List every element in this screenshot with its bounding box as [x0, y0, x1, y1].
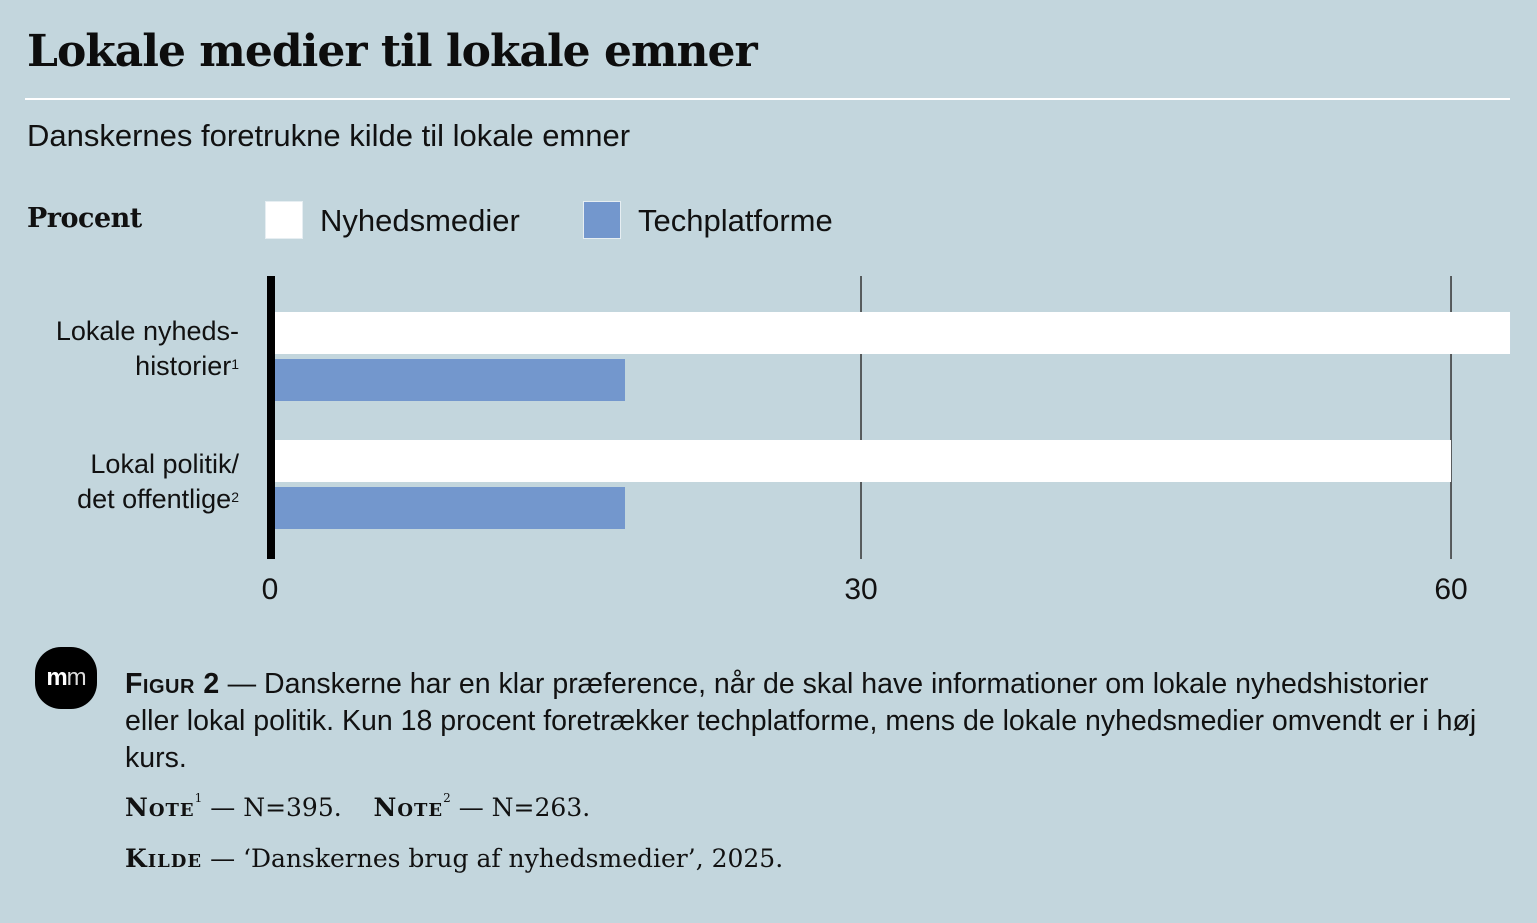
x-tick-label: 30	[844, 573, 877, 606]
source-label: Kilde	[125, 844, 203, 873]
title-divider	[25, 98, 1510, 100]
chart-subtitle: Danskernes foretrukne kilde til lokale e…	[27, 118, 631, 153]
notes-line: Note1 — N=395. Note2 — N=263.	[125, 791, 591, 822]
note1-sup: 1	[194, 791, 203, 805]
chart-title: Lokale medier til lokale emner	[27, 26, 758, 77]
figure-caption: Figur 2 — Danskerne har en klar præferen…	[125, 666, 1485, 777]
logo-letter: m	[66, 664, 87, 691]
note1-text: — N=395.	[210, 793, 342, 822]
footnote-marker: 1	[231, 356, 239, 372]
legend-swatch-techplatforme	[583, 201, 621, 239]
y-axis-line	[267, 276, 275, 559]
category-label-line: det offentlige	[77, 484, 232, 514]
source-text: — ‘Danskernes brug af nyhedsmedier’, 202…	[210, 844, 784, 873]
bars	[271, 312, 1511, 529]
note1-label: Note	[125, 793, 195, 822]
category-label-lokale-nyhedshistorier: Lokale nyheds- historier1	[56, 314, 239, 384]
bar-techplatforme-1	[271, 359, 626, 401]
category-label-line: historier	[135, 351, 232, 381]
caption-text: Danskerne har en klar præference, når de…	[125, 668, 1477, 774]
figure-label: Figur 2	[125, 668, 220, 700]
footnote-marker: 2	[231, 489, 239, 505]
category-label-lokal-politik: Lokal politik/ det offentlige2	[77, 447, 239, 517]
note2-text: — N=263.	[458, 793, 591, 822]
logo-letter: m	[46, 664, 67, 691]
category-label-line: Lokal politik/	[90, 449, 239, 479]
note2-label: Note	[373, 793, 444, 822]
category-label-line: Lokale nyheds-	[55, 316, 239, 346]
bar-techplatforme-2	[271, 487, 626, 529]
note2-sup: 2	[443, 791, 451, 805]
bar-chart: 0 30 60	[262, 276, 1511, 606]
mm-logo: mm	[35, 647, 97, 709]
legend-label-nyhedsmedier: Nyhedsmedier	[320, 203, 520, 238]
x-tick-label: 60	[1434, 573, 1467, 606]
bar-nyhedsmedier-2	[271, 440, 1452, 482]
unit-label: Procent	[27, 203, 142, 234]
bar-nyhedsmedier-1	[271, 312, 1511, 354]
x-tick-label: 0	[262, 573, 279, 606]
source-line: Kilde — ‘Danskernes brug af nyhedsmedier…	[125, 844, 783, 873]
x-axis-ticks: 0 30 60	[262, 573, 1468, 606]
legend-label-techplatforme: Techplatforme	[638, 203, 833, 238]
caption-dash: —	[227, 668, 257, 700]
legend-swatch-nyhedsmedier	[265, 201, 303, 239]
